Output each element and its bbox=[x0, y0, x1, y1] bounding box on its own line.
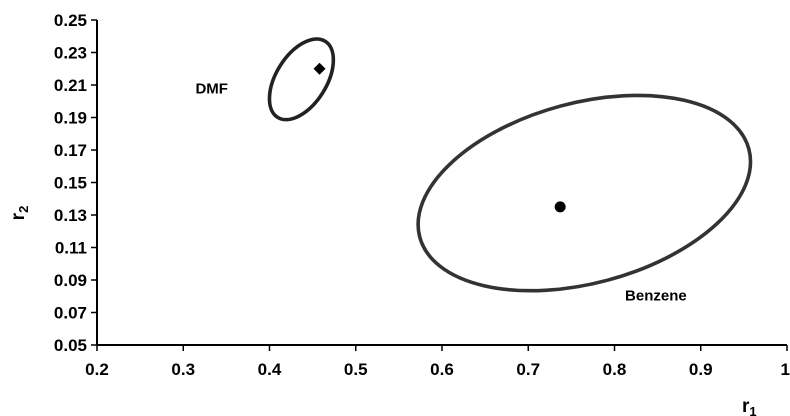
y-axis-title: r2 bbox=[8, 206, 31, 221]
x-tick-label: 0.3 bbox=[171, 360, 195, 379]
x-tick-label: 0.5 bbox=[344, 360, 368, 379]
y-tick-label: 0.07 bbox=[54, 304, 87, 323]
y-tick-label: 0.13 bbox=[54, 206, 87, 225]
data-point-circle bbox=[554, 201, 566, 213]
y-tick-label: 0.17 bbox=[54, 141, 87, 160]
x-tick-label: 0.2 bbox=[85, 360, 109, 379]
y-tick-label: 0.09 bbox=[54, 271, 87, 290]
x-tick-label: 0.9 bbox=[689, 360, 713, 379]
x-tick-label: 0.7 bbox=[516, 360, 540, 379]
x-tick-label: 0.4 bbox=[258, 360, 282, 379]
y-tick-label: 0.11 bbox=[55, 239, 87, 258]
annotation-label: Benzene bbox=[625, 287, 687, 304]
y-tick-label: 0.19 bbox=[54, 109, 87, 128]
y-tick-label: 0.25 bbox=[54, 11, 87, 30]
confidence-ellipse-group bbox=[267, 37, 336, 122]
annotation-label: DMF bbox=[195, 80, 228, 97]
confidence-ellipse-2 bbox=[416, 93, 753, 293]
y-tick-label: 0.05 bbox=[54, 336, 87, 355]
y-tick-label: 0.23 bbox=[54, 44, 87, 63]
confidence-ellipse-group bbox=[416, 93, 753, 293]
x-tick-label: 0.8 bbox=[603, 360, 627, 379]
y-tick-label: 0.21 bbox=[54, 76, 87, 95]
y-tick-label: 0.15 bbox=[54, 174, 87, 193]
confidence-ellipse-1 bbox=[267, 37, 336, 122]
data-point-diamond bbox=[313, 62, 326, 75]
x-tick-label: 0.6 bbox=[430, 360, 454, 379]
x-axis-title: r1 bbox=[742, 396, 757, 416]
x-tick-label: 1 bbox=[781, 360, 790, 379]
